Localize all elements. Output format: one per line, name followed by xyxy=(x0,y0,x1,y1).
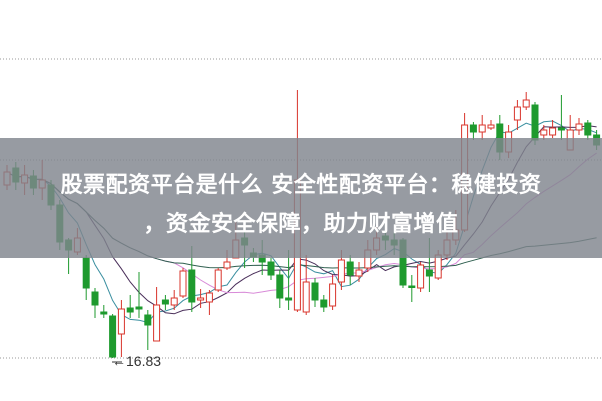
min-price-label: ←16.83 xyxy=(112,353,161,369)
candle xyxy=(205,290,213,315)
candle-body-up xyxy=(549,127,557,136)
candle-body-down xyxy=(469,124,477,133)
candle-body-up xyxy=(197,297,205,301)
candle-body-up xyxy=(223,261,231,269)
candle xyxy=(311,278,319,307)
candle-body-down xyxy=(425,269,433,277)
candle xyxy=(285,250,293,310)
title-line-1: 股票配资平台是什么 安全性配资平台：稳健投资 xyxy=(60,173,542,198)
arrow-left-icon: ← xyxy=(112,353,126,369)
candle xyxy=(557,95,565,140)
candle-body-down xyxy=(557,127,565,131)
candle xyxy=(126,295,134,318)
candle-body-down xyxy=(267,261,275,276)
candle-body-down xyxy=(346,261,354,276)
candle xyxy=(329,275,337,310)
candle xyxy=(417,262,425,292)
candle-body-up xyxy=(329,283,337,307)
candle-body-up xyxy=(302,281,310,313)
candle xyxy=(355,262,363,282)
candle xyxy=(408,275,416,302)
candle xyxy=(153,287,161,342)
candle-body-down xyxy=(531,104,539,141)
candle-body-up xyxy=(487,124,495,129)
candle-body-down xyxy=(320,299,328,308)
candle xyxy=(197,289,205,308)
candle xyxy=(144,310,152,350)
candle xyxy=(487,120,495,130)
candle-body-down xyxy=(82,257,90,289)
candle xyxy=(469,122,477,140)
candle-body-down xyxy=(126,307,134,313)
title-line-2: ，资金安全保障，助力财富增值 xyxy=(143,212,459,237)
candle-body-up xyxy=(179,270,187,297)
candle-body-down xyxy=(311,282,319,301)
title-banner xyxy=(0,138,602,258)
candle xyxy=(170,290,178,310)
candle xyxy=(276,270,284,308)
candle-body-down xyxy=(135,306,143,310)
min-price-value: 16.83 xyxy=(126,353,162,369)
candle xyxy=(82,255,90,300)
candle xyxy=(179,268,187,298)
candle-body-up xyxy=(205,292,213,303)
candle-body-up xyxy=(513,106,521,121)
candle xyxy=(478,115,486,140)
candle-body-up xyxy=(214,269,222,291)
candle xyxy=(214,268,222,292)
candle xyxy=(302,255,310,315)
candle-body-down xyxy=(285,297,293,301)
candle xyxy=(575,118,583,135)
candle-body-down xyxy=(276,274,284,299)
candle-body-down xyxy=(161,299,169,305)
candle-body-down xyxy=(91,291,99,306)
candle xyxy=(540,125,548,140)
candle-body-up xyxy=(355,269,363,277)
candle xyxy=(91,288,99,318)
candle-body-up xyxy=(417,264,425,289)
candle xyxy=(135,272,143,318)
candle-body-down xyxy=(408,285,416,288)
candle-body-down xyxy=(109,315,117,358)
candle xyxy=(161,295,169,310)
candle xyxy=(320,295,328,312)
candle-body-up xyxy=(153,304,161,342)
candle-body-up xyxy=(434,254,442,279)
candle-body-up xyxy=(575,123,583,131)
candle-body-down xyxy=(144,314,152,326)
candle-body-up xyxy=(478,124,486,133)
candle xyxy=(267,258,275,280)
candle-body-up xyxy=(117,308,125,335)
candle-body-down xyxy=(100,311,108,315)
candle xyxy=(522,92,530,110)
candle xyxy=(117,300,125,357)
candle-body-down xyxy=(584,122,592,136)
candle-body-up xyxy=(337,259,345,283)
candle xyxy=(346,255,354,285)
candle-body-up xyxy=(170,297,178,306)
candle xyxy=(100,305,108,318)
candle xyxy=(513,100,521,130)
candle-body-up xyxy=(540,129,548,136)
candle-body-up xyxy=(522,99,530,108)
candle xyxy=(584,120,592,140)
candle-body-down xyxy=(188,269,196,303)
candle xyxy=(109,314,117,358)
candle xyxy=(549,120,557,138)
